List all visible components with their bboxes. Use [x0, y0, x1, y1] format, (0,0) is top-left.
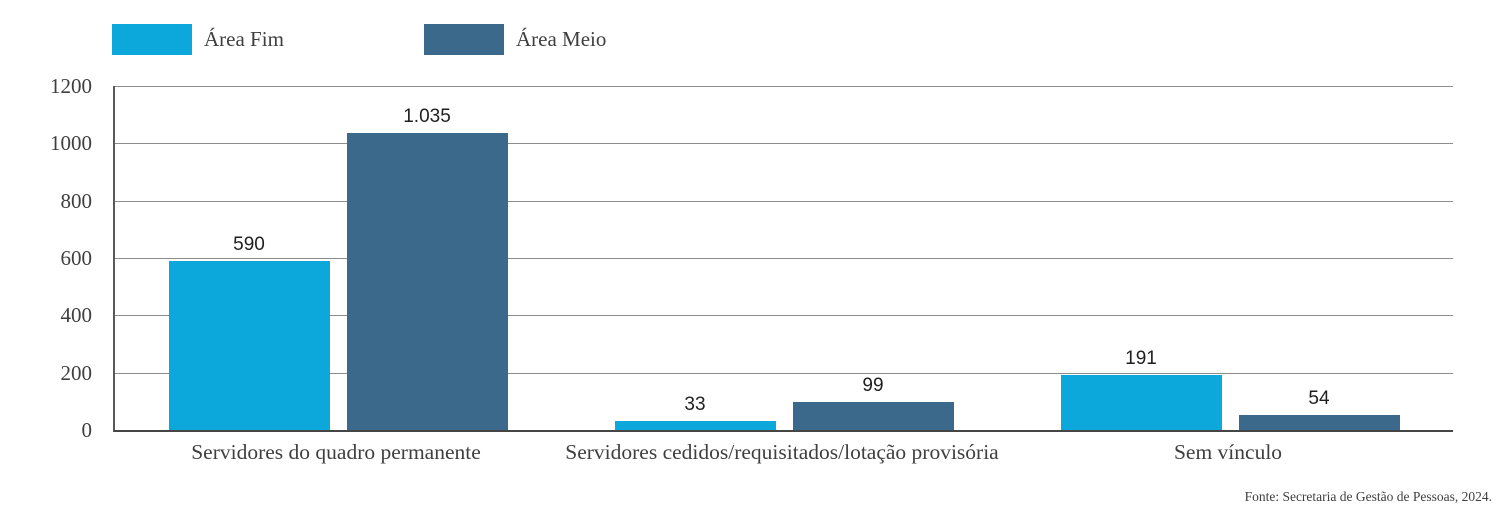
legend-label: Área Meio: [516, 27, 607, 51]
gridline: [115, 200, 1453, 202]
legend-item: Área Meio: [424, 24, 606, 55]
category-label: Servidores do quadro permanente: [191, 440, 481, 464]
category-label: Sem vínculo: [1173, 440, 1283, 464]
bar-value-label: 191: [1125, 348, 1157, 369]
legend-item: Área Fim: [112, 24, 284, 55]
bar-value-label: 33: [684, 394, 706, 415]
bar-area-meio: [792, 402, 954, 430]
y-tick-label: 0: [81, 418, 93, 442]
bar-area-fim: [1060, 375, 1222, 430]
source-note: Fonte: Secretaria de Gestão de Pessoas, …: [1244, 489, 1492, 504]
y-tick-label: 1200: [50, 74, 92, 98]
bar-value-label: 590: [233, 234, 265, 255]
bar-area-fim: [168, 261, 330, 430]
bar-value-label: 99: [862, 375, 884, 396]
bar-area-meio: [1238, 415, 1400, 430]
y-tick-label: 600: [60, 246, 93, 270]
bar-value-label: 54: [1308, 388, 1330, 409]
legend-swatch-icon: [112, 24, 192, 55]
gridline: [115, 86, 1453, 87]
bar-area-fim: [614, 421, 776, 430]
bar-value-label: 1.035: [403, 106, 451, 127]
y-tick-label: 200: [60, 360, 93, 385]
gridline: [115, 143, 1453, 145]
legend-swatch-icon: [424, 24, 504, 55]
category-label: Servidores cedidos/requisitados/lotação …: [565, 440, 999, 464]
bar-area-meio: [346, 133, 508, 430]
y-tick-label: 400: [60, 303, 93, 328]
legend-label: Área Fim: [204, 27, 284, 51]
gridline: [115, 258, 1453, 259]
plot-area: 590 1.035 33 99 191 54: [113, 86, 1453, 432]
gridline: [115, 315, 1453, 317]
y-tick-label: 800: [60, 188, 93, 213]
y-tick-label: 1000: [50, 131, 92, 156]
gridline: [115, 372, 1453, 374]
